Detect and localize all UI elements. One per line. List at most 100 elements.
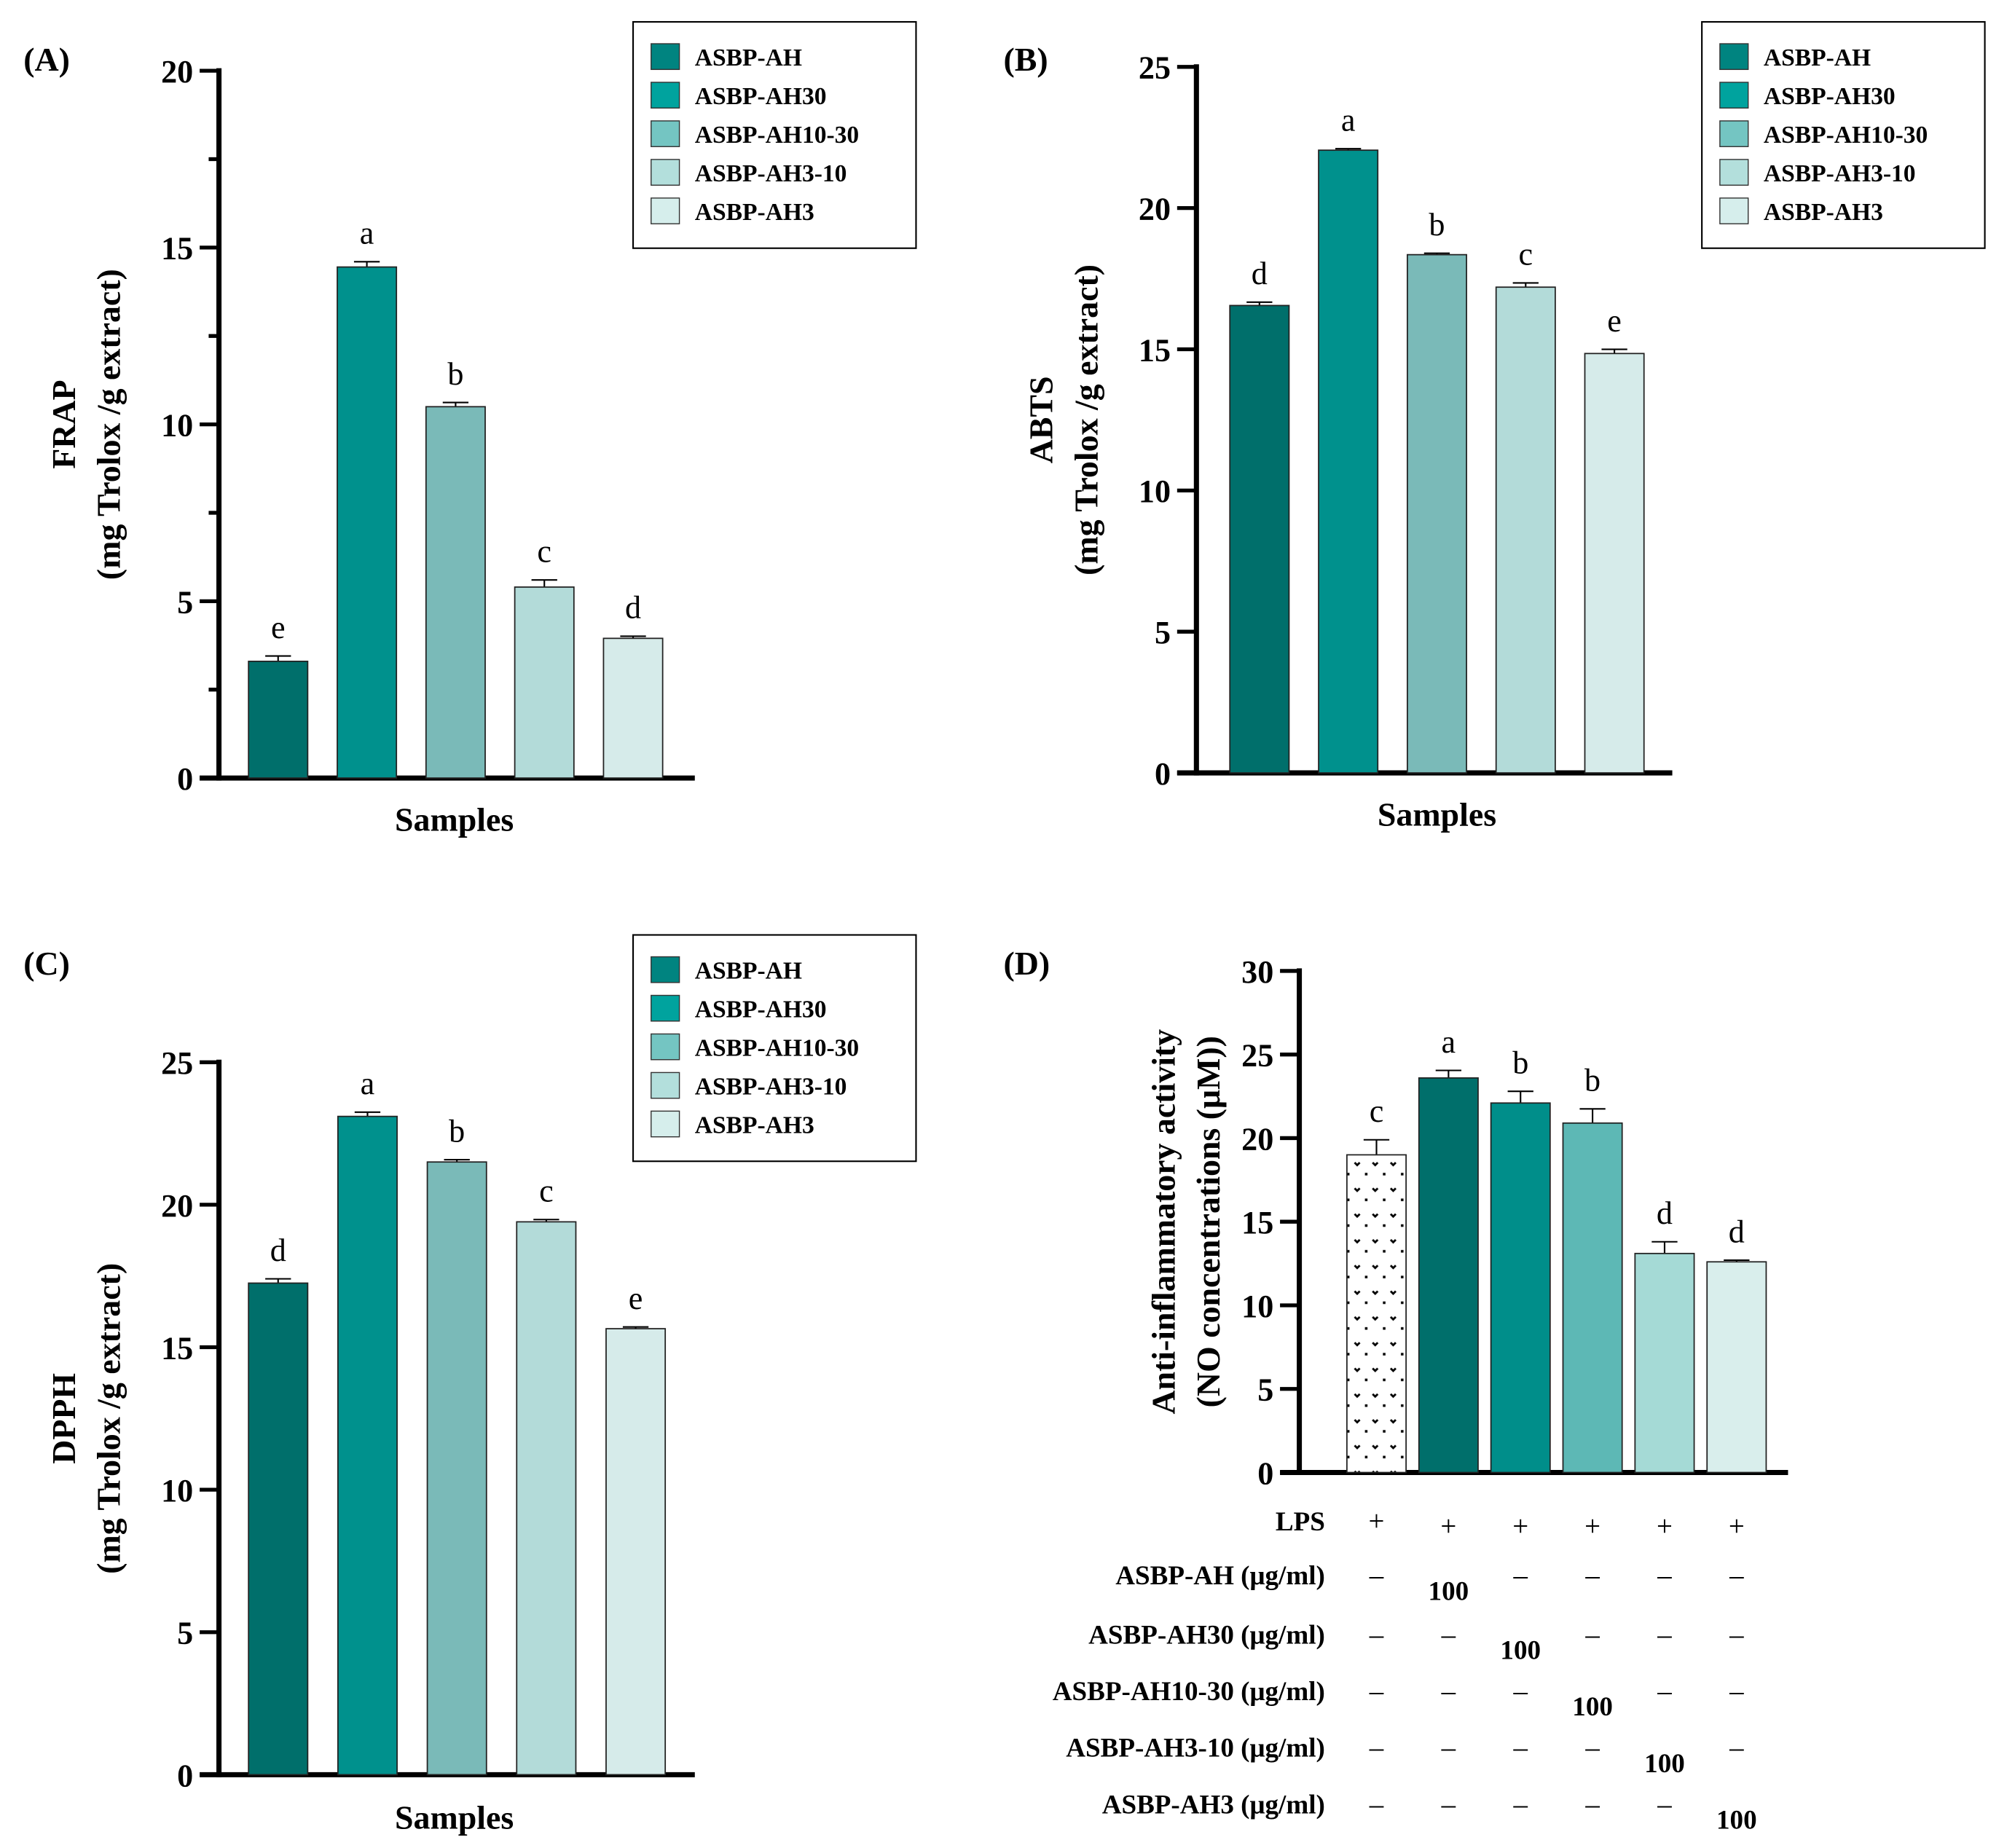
treatment-cell: –: [1441, 1732, 1456, 1764]
treatment-cell: +: [1657, 1511, 1673, 1542]
y-tick-label: 20: [161, 1188, 193, 1224]
treatment-cell: –: [1513, 1560, 1528, 1591]
treatment-cell: –: [1369, 1560, 1384, 1591]
significance-letter: c: [1370, 1093, 1384, 1129]
significance-letter: b: [1512, 1045, 1528, 1080]
significance-letter: a: [360, 216, 374, 251]
significance-letter: b: [1429, 207, 1445, 243]
legend-box: [1701, 20, 1986, 249]
bar: [248, 1282, 309, 1776]
treatment-cell: –: [1369, 1788, 1384, 1820]
panel-label: (C): [23, 945, 70, 982]
treatment-row-label: ASBP-AH10-30 (μg/ml): [1053, 1677, 1325, 1707]
bar: [425, 406, 486, 779]
significance-letter: a: [1341, 103, 1356, 138]
y-axis-label: FRAP: [45, 380, 82, 468]
treatment-row-label: ASBP-AH3-10 (μg/ml): [1066, 1734, 1325, 1764]
legend-swatch: [1719, 120, 1749, 147]
significance-letter: a: [361, 1066, 375, 1101]
bar: [426, 1161, 487, 1776]
y-tick-label: 15: [161, 231, 193, 267]
treatment-cell: –: [1657, 1619, 1672, 1650]
treatment-cell: 100: [1572, 1692, 1613, 1722]
legend-swatch: [651, 1033, 680, 1061]
treatment-cell: 100: [1500, 1635, 1541, 1665]
chart-panel-c: (C) DPPH (mg Trolox /g extract) Samples 0 5 10…: [23, 934, 917, 1836]
legend-label: ASBP-AH3-10: [695, 1073, 847, 1100]
treatment-cell: +: [1584, 1511, 1601, 1542]
legend-swatch: [651, 994, 680, 1022]
bar: [1584, 353, 1645, 774]
x-axis-label: Samples: [395, 1799, 514, 1836]
y-tick-label: 15: [161, 1330, 193, 1366]
treatment-cell: –: [1584, 1732, 1600, 1764]
bar: [1318, 149, 1379, 774]
y-tick-label: 10: [1241, 1289, 1273, 1324]
y-tick-label: 10: [161, 407, 193, 443]
treatment-cell: –: [1369, 1732, 1384, 1764]
bar: [602, 637, 664, 779]
y-axis-label-unit: (mg Trolox /g extract): [90, 269, 127, 580]
y-tick-label: 5: [177, 584, 193, 620]
legend-box: [632, 934, 917, 1163]
y-axis-label-unit: (NO concentrations (μM)): [1190, 1036, 1227, 1407]
panel-label: (B): [1004, 41, 1048, 78]
y-tick-label: 0: [177, 1758, 193, 1793]
y-tick-label: 15: [1139, 332, 1171, 368]
significance-letter: d: [1657, 1195, 1673, 1231]
treatment-row-label: ASBP-AH30 (μg/ml): [1088, 1620, 1325, 1650]
legend-swatch: [651, 159, 680, 186]
legend-label: ASBP-AH30: [695, 996, 827, 1023]
x-axis-label: Samples: [1378, 795, 1496, 833]
significance-letter: e: [629, 1281, 643, 1316]
chart-panel-d: (D) Anti-inflammatory activity (NO concent…: [1004, 945, 1788, 1836]
y-tick-label: 20: [1139, 192, 1171, 227]
treatment-cell: +: [1369, 1506, 1385, 1537]
legend-label: ASBP-AH10-30: [695, 1034, 859, 1061]
treatment-cell: –: [1441, 1619, 1456, 1650]
panel-label: (A): [23, 41, 70, 78]
treatment-cell: +: [1440, 1511, 1456, 1542]
legend-swatch: [1719, 197, 1749, 224]
treatment-cell: –: [1729, 1619, 1744, 1650]
treatment-cell: –: [1657, 1560, 1672, 1591]
y-tick-label: 10: [161, 1473, 193, 1509]
chart-panel-b: (B) ABTS (mg Trolox /g extract) Samples 0 5 10…: [1004, 20, 1986, 833]
bar: [248, 661, 309, 779]
y-tick-label: 25: [161, 1045, 193, 1081]
treatment-cell: –: [1584, 1560, 1600, 1591]
legend-box: [632, 20, 917, 249]
treatment-cell: –: [1369, 1675, 1384, 1707]
significance-letter: b: [1584, 1063, 1601, 1098]
legend-label: ASBP-AH: [695, 958, 802, 985]
legend-swatch: [651, 197, 680, 224]
y-tick-label: 25: [1139, 50, 1171, 86]
bar: [337, 266, 398, 779]
legend-swatch: [1719, 159, 1749, 186]
bar: [1562, 1122, 1623, 1474]
legend-label: ASBP-AH30: [695, 83, 827, 110]
y-tick-label: 5: [177, 1616, 193, 1651]
treatment-cell: 100: [1429, 1576, 1469, 1606]
treatment-cell: –: [1369, 1619, 1384, 1650]
legend-label: ASBP-AH10-30: [695, 122, 859, 149]
y-tick-label: 20: [161, 54, 193, 90]
treatment-cell: 100: [1716, 1806, 1757, 1836]
treatment-cell: 100: [1644, 1749, 1685, 1779]
legend-swatch: [1719, 82, 1749, 109]
significance-letter: d: [1729, 1214, 1745, 1249]
y-tick-label: 0: [1257, 1455, 1273, 1491]
treatment-row-label: ASBP-AH (μg/ml): [1115, 1561, 1325, 1591]
legend-label: ASBP-AH3: [695, 1112, 814, 1139]
significance-letter: e: [271, 610, 286, 645]
bar: [1346, 1154, 1407, 1474]
y-tick-label: 10: [1139, 473, 1171, 509]
legend-swatch: [651, 1110, 680, 1138]
y-tick-label: 0: [1155, 756, 1171, 792]
significance-letter: c: [537, 534, 551, 570]
legend-swatch: [651, 1072, 680, 1099]
y-tick-label: 25: [1241, 1038, 1273, 1074]
legend-label: ASBP-AH3: [695, 199, 814, 226]
y-tick-label: 5: [1257, 1372, 1273, 1408]
legend-label: ASBP-AH: [1764, 44, 1871, 71]
